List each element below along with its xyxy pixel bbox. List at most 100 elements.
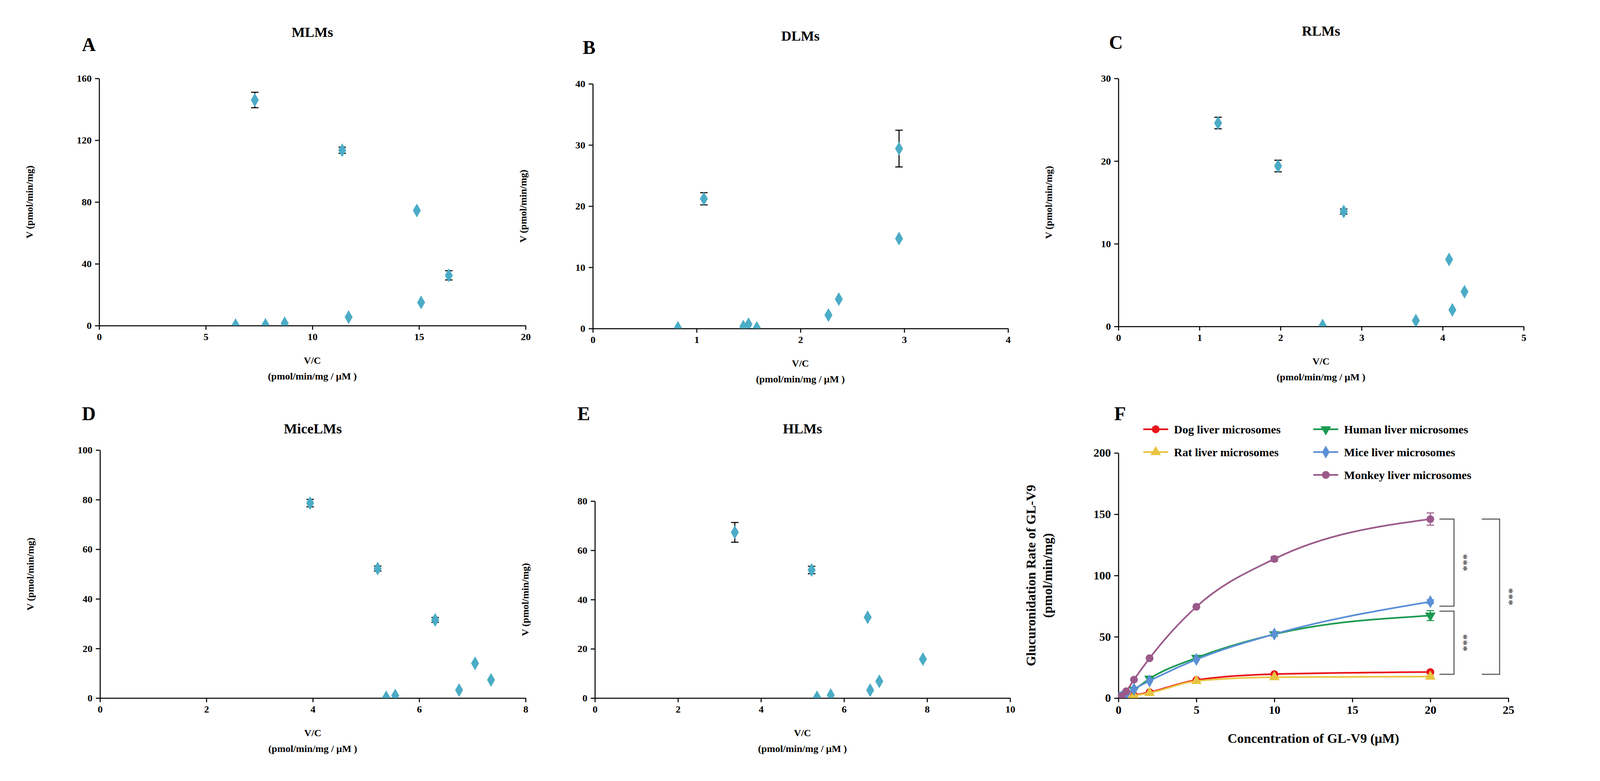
- y-tick: 80: [577, 495, 595, 507]
- point: [730, 525, 739, 540]
- panel-label: A: [81, 34, 96, 56]
- x-tick: 0: [97, 325, 103, 343]
- y-tick-mark: [94, 201, 100, 203]
- x-axis-line: [1118, 697, 1509, 699]
- y-tick-label: 100: [1093, 569, 1111, 583]
- y-tick: 100: [77, 444, 100, 456]
- point: [1122, 687, 1130, 696]
- y-tick-label: 30: [1100, 73, 1111, 84]
- point: [1129, 675, 1138, 684]
- x-tick-label: 4: [1005, 334, 1011, 346]
- x-tick-mark: [1507, 698, 1510, 703]
- y-tick-mark: [590, 599, 595, 601]
- y-tick-mark: [95, 648, 100, 650]
- y-tick-label: 60: [82, 543, 93, 555]
- x-tick-label: 6: [416, 703, 422, 715]
- y-tick: 40: [575, 78, 593, 90]
- point: [1268, 671, 1280, 681]
- y-tick-label: 10: [575, 262, 586, 273]
- x-tick-mark: [903, 328, 906, 333]
- x-tick: 2: [204, 698, 210, 715]
- legend-label: Mice liver microsomes: [1344, 445, 1456, 459]
- x-tick-label: 2: [204, 703, 210, 715]
- y-tick: 10: [1100, 238, 1119, 250]
- y-tick: 20: [575, 200, 593, 212]
- y-tick-mark: [588, 328, 593, 330]
- x-tick: 5: [203, 325, 209, 343]
- x-tick-label: 0: [97, 703, 103, 715]
- y-tick: 30: [1100, 73, 1119, 84]
- y-tick-label: 40: [82, 593, 93, 605]
- y-tick: 120: [76, 134, 100, 146]
- y-tick-mark: [95, 697, 100, 699]
- y-tick: 160: [76, 73, 100, 84]
- x-axis: 02468: [97, 698, 529, 715]
- y-axis: 020406080: [577, 495, 596, 704]
- y-tick: 10: [575, 262, 593, 273]
- title: RLMs: [1301, 23, 1341, 39]
- x-tick: 0: [1115, 698, 1122, 717]
- x-tick: 8: [924, 698, 930, 715]
- x-tick-label: 10: [307, 331, 318, 343]
- point: [338, 143, 346, 158]
- y-tick-label: 80: [82, 494, 93, 506]
- x-tick-label: 4: [1440, 332, 1446, 344]
- y-tick: 0: [87, 692, 100, 704]
- point: [412, 203, 421, 218]
- legend-item: Human liver microsomes: [1313, 423, 1469, 436]
- x-tick-label: 10: [1268, 703, 1281, 717]
- y-tick-mark: [94, 139, 100, 142]
- y-axis-title: Glucuronidation Rate of GL-V9: [1023, 484, 1039, 667]
- significance-bracket: [1439, 611, 1454, 675]
- x-tick-label: 2: [798, 334, 804, 346]
- y-axis-title: V (pmol/min/mg): [1043, 165, 1055, 239]
- y-tick-label: 0: [580, 323, 586, 334]
- x-tick-mark: [926, 698, 928, 703]
- point: [807, 563, 816, 578]
- x-axis-title: V/C: [304, 727, 322, 739]
- x-tick-label: 2: [675, 703, 681, 715]
- x-tick: 10: [1005, 698, 1016, 715]
- annotation: ***: [1457, 634, 1471, 652]
- x-tick: 0: [97, 698, 103, 715]
- x-tick-mark: [843, 698, 846, 703]
- panel: 02468020406080100MiceLMsDV/C(pmol/min/mg…: [24, 403, 529, 755]
- x-tick-label: 10: [1005, 703, 1016, 715]
- y-tick-mark: [94, 325, 100, 327]
- y-tick-label: 80: [81, 196, 92, 208]
- y-tick-mark: [1114, 243, 1119, 245]
- y-tick-label: 0: [582, 692, 588, 704]
- x-tick: 10: [307, 325, 318, 343]
- y-tick-label: 20: [82, 643, 93, 655]
- y-tick-label: 120: [76, 134, 92, 146]
- y-axis-line: [99, 450, 101, 699]
- significance-bracket: [1481, 519, 1500, 675]
- x-axis: 012345: [1116, 326, 1527, 344]
- point: [373, 561, 382, 576]
- x-tick-label: 4: [758, 703, 764, 715]
- y-tick-mark: [588, 83, 593, 85]
- y-tick-label: 100: [77, 444, 93, 456]
- legend-item: Monkey liver microsomes: [1313, 468, 1472, 482]
- x-tick-mark: [677, 698, 679, 703]
- point: [1426, 515, 1435, 524]
- x-tick: 4: [758, 698, 764, 715]
- x-tick-label: 20: [521, 331, 531, 343]
- y-tick-label: 0: [1105, 691, 1111, 705]
- y-tick: 20: [1100, 155, 1119, 167]
- legend-item: Dog liver microsomes: [1143, 423, 1281, 436]
- x-tick: 20: [521, 325, 531, 343]
- point: [826, 688, 835, 699]
- point: [918, 652, 927, 667]
- x-tick-mark: [205, 325, 207, 330]
- point: [1445, 252, 1454, 267]
- x-tick-label: 6: [841, 703, 847, 715]
- y-tick: 40: [81, 258, 100, 270]
- y-tick-label: 40: [577, 594, 588, 606]
- x-tick: 0: [590, 328, 596, 346]
- x-tick: 6: [841, 698, 847, 715]
- x-tick: 8: [523, 698, 529, 715]
- x-tick-mark: [418, 698, 421, 703]
- series-line: [1118, 519, 1431, 699]
- point: [1412, 313, 1420, 327]
